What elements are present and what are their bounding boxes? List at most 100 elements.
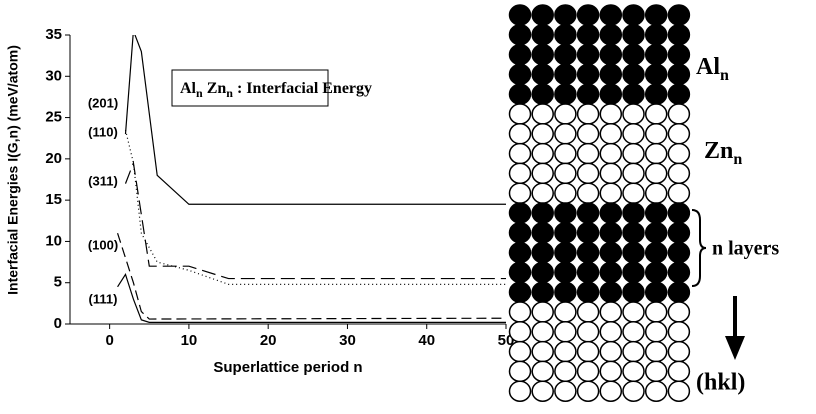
atom	[508, 321, 532, 343]
atom	[599, 241, 623, 264]
annotation: Aln Znn: Interfacial Energy	[180, 80, 372, 100]
series-line	[124, 160, 506, 280]
atom	[554, 162, 577, 185]
atom	[576, 380, 600, 402]
atom	[576, 222, 600, 244]
annotation-part: Zn	[207, 80, 227, 97]
atom	[554, 43, 577, 66]
atom	[508, 43, 532, 66]
atom	[599, 142, 623, 165]
x-tick-label: 30	[339, 332, 356, 349]
atom	[576, 24, 600, 46]
y-tick-label: 20	[45, 150, 62, 167]
label-part: Al	[696, 54, 720, 80]
atom	[531, 103, 554, 125]
atom	[554, 241, 577, 264]
atom	[644, 123, 668, 145]
atom	[531, 83, 554, 105]
atom	[622, 83, 645, 105]
atom	[622, 63, 645, 86]
y-tick-label: 15	[45, 191, 62, 208]
atom	[667, 4, 691, 26]
atom	[599, 202, 623, 224]
atom	[508, 222, 532, 244]
series-line	[116, 232, 507, 320]
atom	[644, 241, 668, 264]
atom	[576, 182, 600, 204]
x-tick-label: 0	[105, 332, 113, 349]
atom	[531, 162, 554, 185]
atom	[599, 182, 623, 204]
atom	[554, 142, 577, 165]
atom	[644, 43, 668, 66]
atom	[576, 142, 600, 165]
atom	[599, 4, 623, 26]
atom	[599, 380, 623, 402]
atom	[531, 301, 554, 323]
atom	[576, 4, 600, 26]
atom	[667, 360, 691, 383]
atom	[622, 4, 645, 26]
atom	[622, 321, 645, 343]
atom	[554, 24, 577, 46]
atom	[622, 222, 645, 244]
y-tick-label: 0	[54, 315, 62, 332]
atom	[508, 182, 532, 204]
atom	[644, 380, 668, 402]
atom	[508, 162, 532, 185]
atom	[644, 4, 668, 26]
series-line	[124, 35, 506, 205]
atom	[644, 222, 668, 244]
atom	[667, 321, 691, 343]
atom	[508, 142, 532, 165]
atom	[508, 241, 532, 264]
atom	[531, 281, 554, 303]
atom	[576, 261, 600, 284]
series-line	[117, 273, 506, 323]
x-tick-label: 40	[418, 332, 435, 349]
label-part: Zn	[704, 138, 733, 164]
atom	[554, 261, 577, 284]
atom	[508, 261, 532, 284]
atom	[599, 162, 623, 185]
annotation-part: : Interfacial Energy	[237, 80, 372, 97]
atom	[531, 380, 554, 402]
atom	[599, 281, 623, 303]
atom	[599, 301, 623, 323]
atom	[531, 123, 554, 145]
atom	[622, 202, 645, 224]
atom	[554, 182, 577, 204]
atom	[644, 162, 668, 185]
atom	[531, 340, 554, 363]
annotation-part: Al	[180, 80, 197, 97]
atom	[576, 43, 600, 66]
atom	[644, 142, 668, 165]
atom	[622, 380, 645, 402]
atom	[622, 261, 645, 284]
atom	[599, 360, 623, 383]
atom	[667, 301, 691, 323]
atom	[599, 63, 623, 86]
atom	[576, 63, 600, 86]
atom	[554, 321, 577, 343]
atom	[576, 360, 600, 383]
atom	[667, 24, 691, 46]
layers-label: n layers	[712, 238, 779, 260]
atom	[622, 301, 645, 323]
y-tick-label: 10	[45, 232, 62, 249]
x-tick-label: 10	[181, 332, 198, 349]
atom	[531, 63, 554, 86]
atom	[554, 4, 577, 26]
atom	[576, 321, 600, 343]
atom	[644, 261, 668, 284]
atom	[622, 360, 645, 383]
x-axis-label: Superlattice period n	[213, 359, 362, 376]
atom	[508, 301, 532, 323]
atom	[576, 340, 600, 363]
atom	[644, 24, 668, 46]
atom	[667, 182, 691, 204]
atom	[554, 222, 577, 244]
atom	[667, 340, 691, 363]
